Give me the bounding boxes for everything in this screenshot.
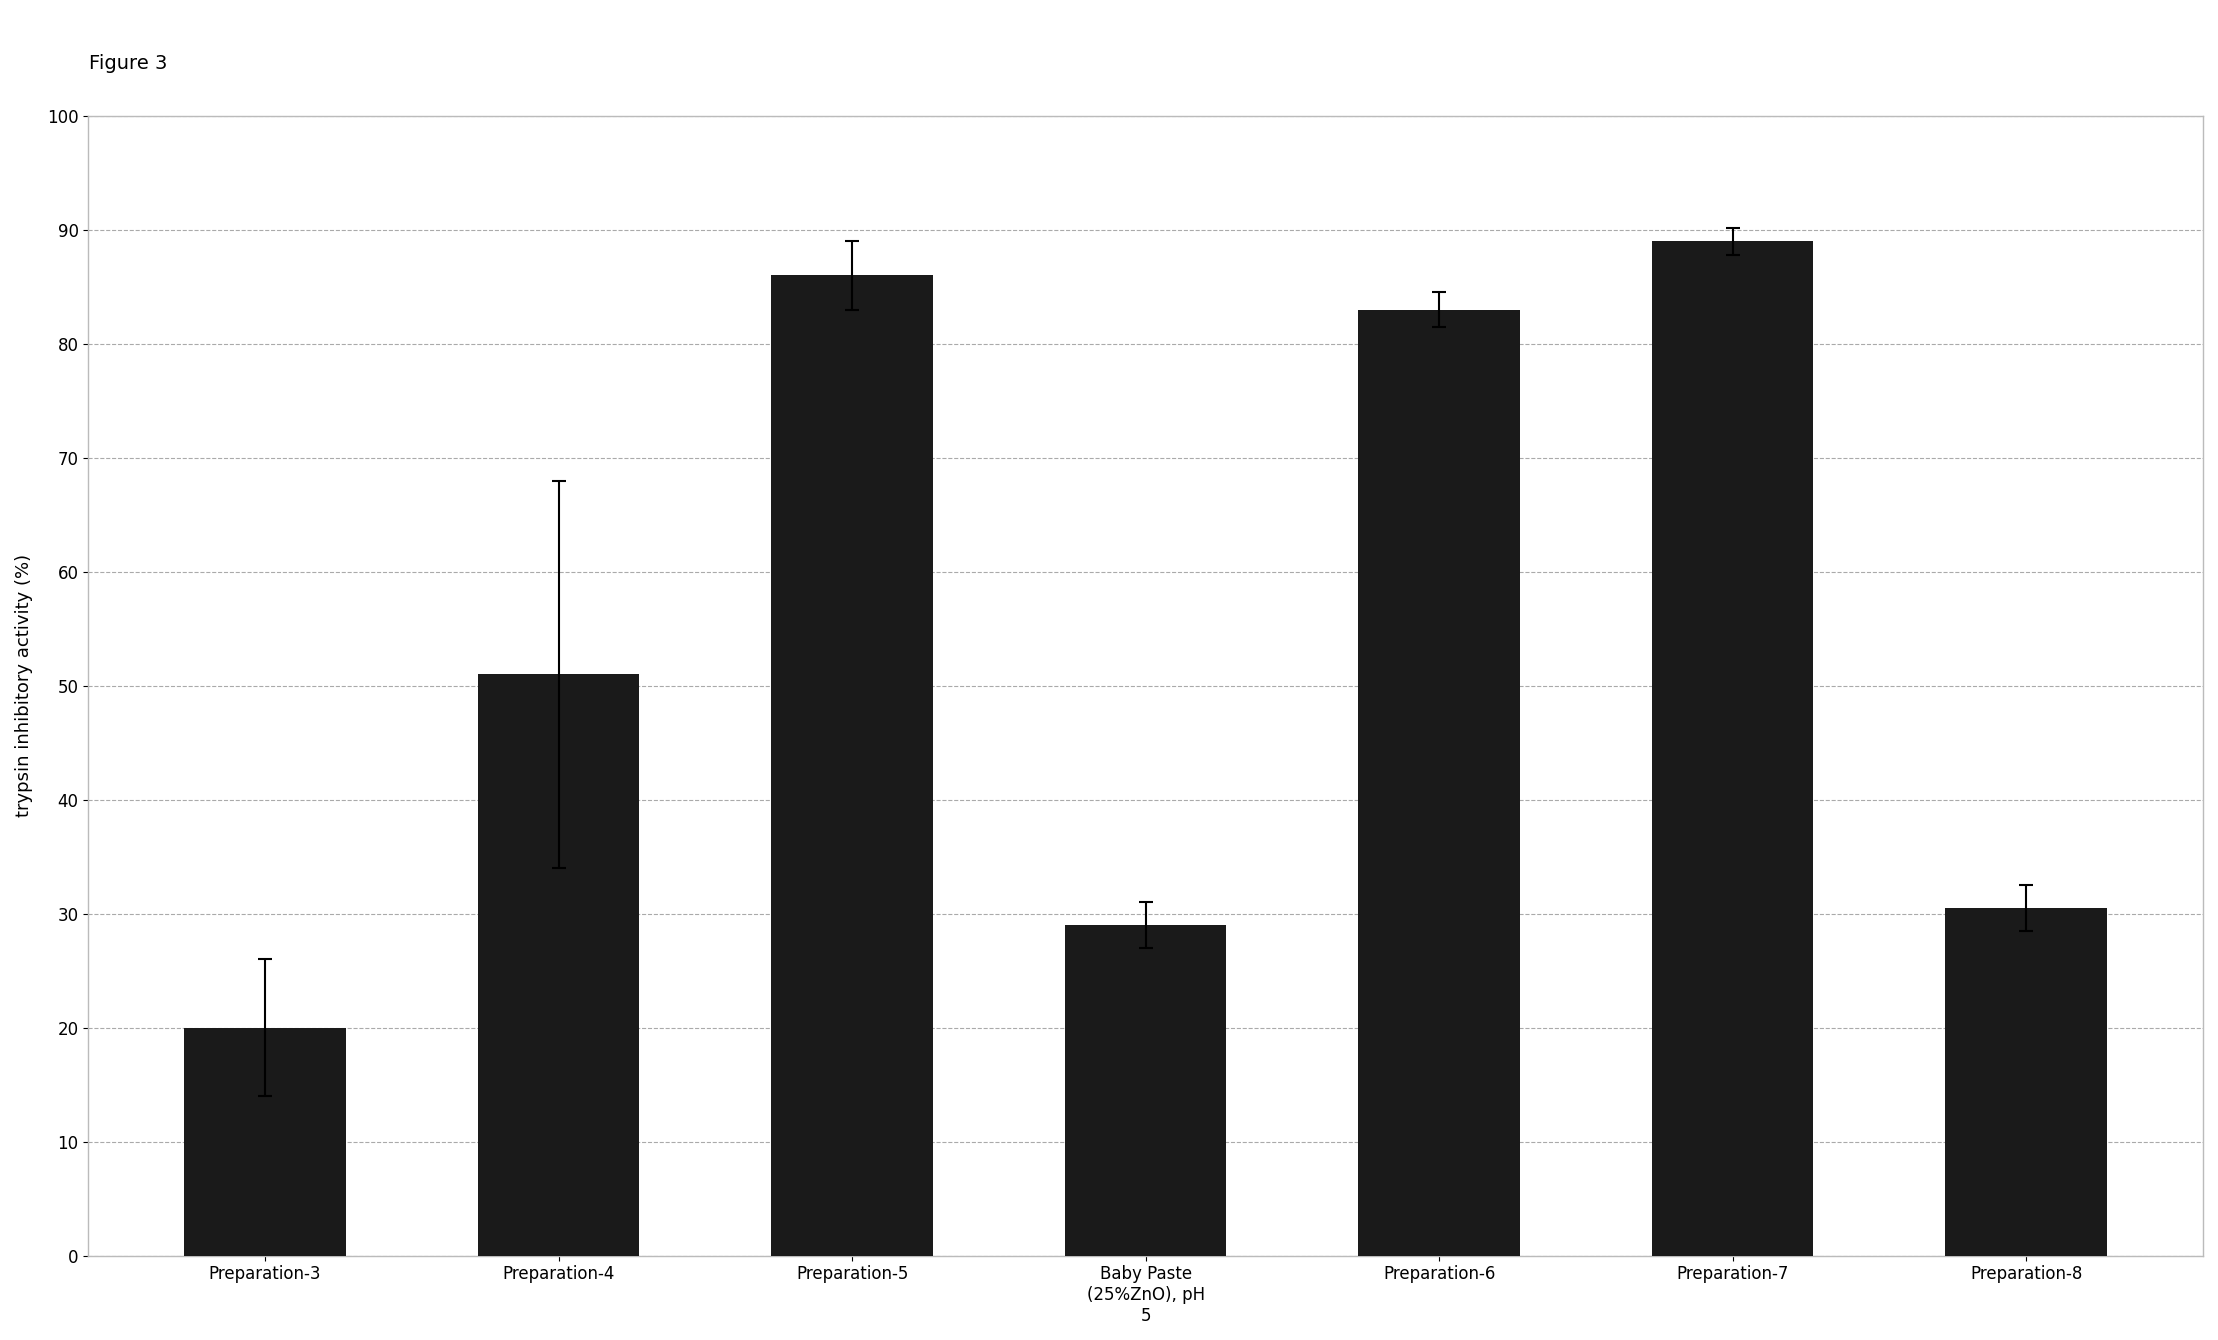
Bar (772, 276, 934, 1256)
Bar (1357, 310, 1519, 1256)
Y-axis label: trypsin inhibitory activity (%): trypsin inhibitory activity (%) (16, 555, 33, 817)
Bar (1652, 241, 1814, 1256)
Bar (477, 674, 639, 1256)
Text: Figure 3: Figure 3 (89, 54, 166, 72)
Bar (184, 1028, 346, 1256)
Bar (1945, 909, 2107, 1256)
Bar (1065, 925, 1227, 1256)
